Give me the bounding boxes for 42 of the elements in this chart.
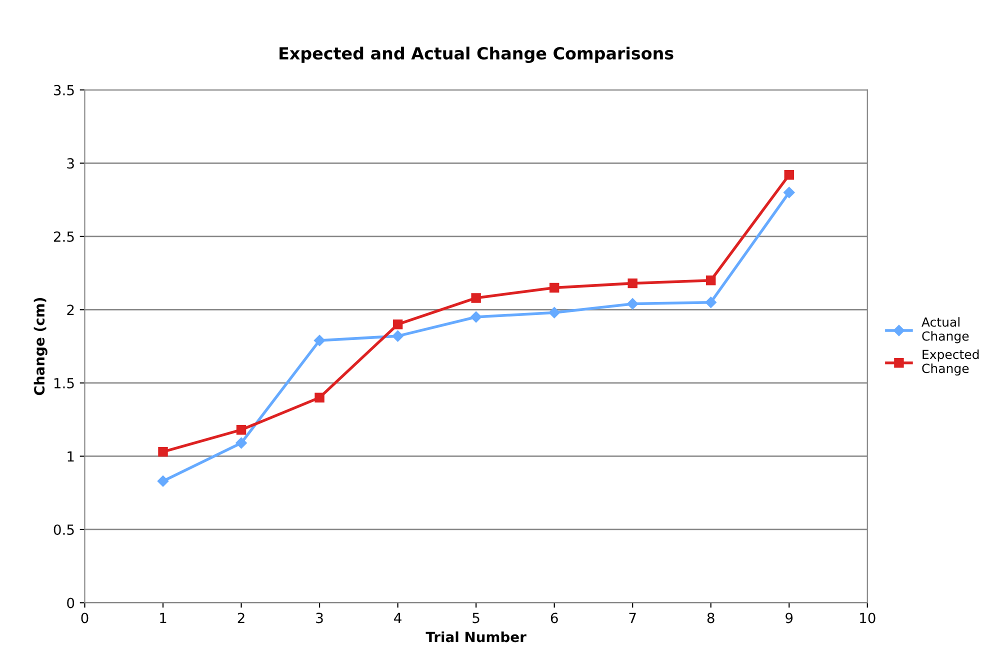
x-axis-title: Trial Number xyxy=(426,631,526,642)
point xyxy=(705,296,716,308)
y-tick-label: 0 xyxy=(67,598,74,608)
chart-title: Expected and Actual Change Comparisons xyxy=(280,46,674,63)
y-tick-label: 3 xyxy=(67,158,74,169)
legend-label: Actual Change xyxy=(922,317,969,344)
x-tick-label: 6 xyxy=(550,612,558,624)
point xyxy=(628,278,638,288)
point xyxy=(236,437,247,449)
x-tick-label: 10 xyxy=(860,612,876,624)
point xyxy=(471,293,481,303)
point xyxy=(157,476,169,487)
y-axis-title: Change (cm) xyxy=(34,298,48,396)
point xyxy=(392,319,403,330)
y-tick-label: 2.5 xyxy=(54,231,74,242)
x-tick-label: 0 xyxy=(81,612,88,624)
x-tick-label: 2 xyxy=(238,612,244,624)
legend-label: Expected Change xyxy=(922,349,979,376)
x-tick-label: 9 xyxy=(786,612,793,624)
point xyxy=(784,170,794,180)
x-tick-label: 4 xyxy=(394,612,402,624)
x-tick-label: 8 xyxy=(707,612,714,624)
x-tick-label: 1 xyxy=(160,612,166,624)
point xyxy=(784,186,795,198)
point xyxy=(158,446,168,457)
x-tick-label: 5 xyxy=(472,612,480,624)
point xyxy=(548,307,560,318)
point xyxy=(392,330,404,342)
point xyxy=(314,334,326,346)
point xyxy=(236,424,246,435)
y-tick-label: 2 xyxy=(67,304,74,315)
point xyxy=(470,311,482,323)
y-tick-label: 1 xyxy=(68,451,74,462)
y-tick-label: 1.5 xyxy=(54,378,74,388)
point xyxy=(549,282,560,293)
x-tick-label: 3 xyxy=(316,612,323,624)
y-tick-label: 3.5 xyxy=(54,84,74,96)
x-tick-label: 7 xyxy=(629,612,636,624)
y-tick-label: 0.5 xyxy=(54,524,74,535)
point xyxy=(706,276,716,286)
point xyxy=(314,392,324,402)
point xyxy=(626,298,638,310)
